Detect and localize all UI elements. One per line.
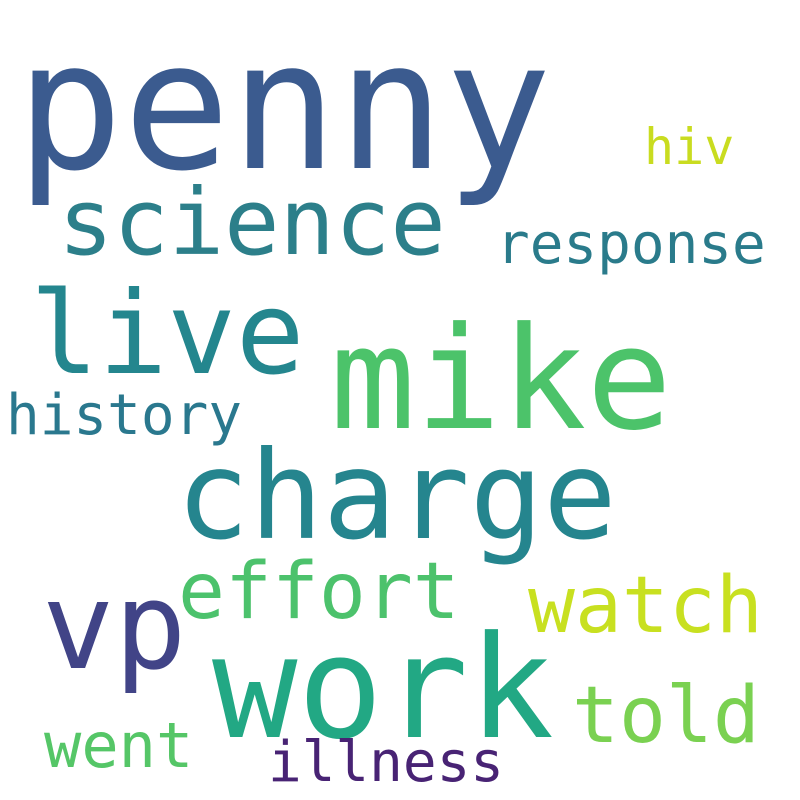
word-work: work [212,606,554,771]
word-mike: mike [330,297,672,462]
word-charge: charge [176,425,617,567]
word-penny: penny [16,3,552,210]
word-vp: vp [42,558,187,697]
word-live: live [30,267,305,400]
word-hiv: hiv [644,118,735,176]
word-response: response [496,212,766,277]
word-history: history [6,383,243,448]
word-effort: effort [178,547,460,637]
word-science: science [58,169,446,276]
word-watch: watch [528,561,763,651]
word-went: went [44,709,194,782]
word-illness: illness [268,730,505,795]
word-told: told [572,671,760,761]
